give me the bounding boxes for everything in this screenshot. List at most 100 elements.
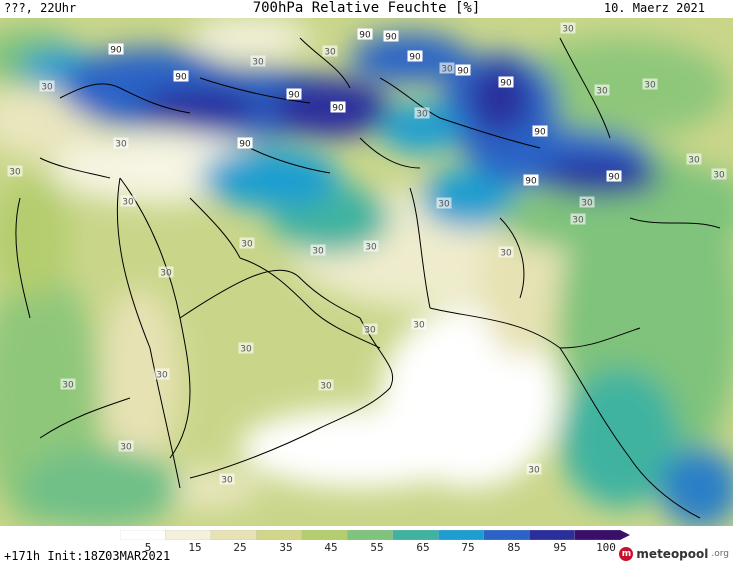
contour-label-background: [532, 125, 548, 137]
contour-label-background: [154, 368, 170, 380]
contour-label: 30: [9, 168, 21, 178]
brand-suffix: .org: [711, 549, 729, 559]
contour-label: 30: [441, 65, 453, 75]
contour-label-background: [250, 55, 266, 67]
contour-label-background: [498, 246, 514, 258]
contour-label-background: [219, 473, 235, 485]
contour-label-background: [318, 379, 334, 391]
colorbar-segment: [438, 530, 485, 540]
contour-label: 30: [688, 156, 700, 166]
contour-label: 30: [120, 443, 132, 453]
contour-label-background: [238, 342, 254, 354]
contour-label-background: [357, 28, 373, 40]
contour-label-background: [362, 323, 378, 335]
colorbar-tick-label: 25: [233, 541, 247, 554]
contour-label: 90: [288, 91, 300, 101]
contour-label-background: [120, 195, 136, 207]
contour-label: 90: [525, 177, 537, 187]
colorbar-segment: [210, 530, 258, 540]
contour-label: 30: [581, 199, 593, 209]
contour-label-background: [523, 174, 539, 186]
contour-label: 30: [416, 110, 428, 120]
contour-label-background: [498, 76, 514, 88]
contour-label-background: [411, 318, 427, 330]
contour-label-background: [383, 30, 399, 42]
colorbar-tick-label: 100: [596, 541, 616, 554]
colorbar-tick-label: 85: [507, 541, 521, 554]
contour-label: 30: [500, 249, 512, 259]
colorbar-segment: [120, 530, 167, 540]
contour-label: 90: [500, 79, 512, 89]
contour-label-background: [436, 197, 452, 209]
contour-label: 30: [596, 87, 608, 97]
contour-label-background: [363, 240, 379, 252]
contour-label: 90: [409, 53, 421, 63]
contour-label: 90: [608, 173, 620, 183]
contour-labels: 90 90 90 90 90 90 90 90 90 90 90 90 90 30 30 30 30 30 30 30…: [7, 22, 727, 486]
contour-label: 30: [320, 382, 332, 392]
contour-label: 30: [438, 200, 450, 210]
colorbar-segment: [347, 530, 394, 540]
contour-label: 30: [324, 48, 336, 58]
colorbar-tick-label: 65: [416, 541, 430, 554]
contour-label: 90: [239, 140, 251, 150]
contour-label-background: [286, 88, 302, 100]
contour-label-background: [322, 45, 338, 57]
colorbar-segment: [256, 530, 303, 540]
contour-label-background: [113, 137, 129, 149]
contour-label: 30: [41, 83, 53, 93]
contour-label-background: [310, 244, 326, 256]
brand-name: meteopool: [636, 547, 709, 561]
colorbar-tick-label: 55: [370, 541, 384, 554]
colorbar-tick-label: 35: [279, 541, 293, 554]
contour-label-background: [686, 153, 702, 165]
contour-label-background: [560, 22, 576, 34]
contour-label: 30: [122, 198, 134, 208]
init-time: +171h Init:18Z03MAR2021: [4, 549, 171, 563]
contour-label-background: [606, 170, 622, 182]
header-bar: ???, 22Uhr 700hPa Relative Feuchte [%] 1…: [0, 0, 733, 18]
contour-label: 30: [413, 321, 425, 331]
contour-label: 30: [160, 269, 172, 279]
contour-label: 90: [359, 31, 371, 41]
colorbar-segment: [528, 530, 576, 540]
humidity-map: 90 90 90 90 90 90 90 90 90 90 90 90 90 30 30 30 30 30 30 30…: [0, 18, 733, 526]
contour-label: 30: [562, 25, 574, 35]
contour-label-background: [173, 70, 189, 82]
colorbar-tick-label: 75: [461, 541, 475, 554]
contour-label: 30: [62, 381, 74, 391]
brand: m meteopool .org: [619, 547, 729, 561]
colorbar-segment: [301, 530, 348, 540]
contour-label: 30: [252, 58, 264, 68]
contour-label-background: [60, 378, 76, 390]
contour-label: 30: [365, 243, 377, 253]
border-lines: [15, 37, 721, 519]
contour-label-background: [239, 237, 255, 249]
contour-label-background: [579, 196, 595, 208]
contour-label: 30: [241, 240, 253, 250]
forecast-time: ???, 22Uhr: [4, 1, 77, 15]
contour-label-background: [526, 463, 542, 475]
contour-label: 30: [572, 216, 584, 226]
contour-label-background: [330, 101, 346, 113]
contour-label-background: [237, 137, 253, 149]
contour-label: 30: [156, 371, 168, 381]
contour-label-background: [108, 43, 124, 55]
contour-label: 30: [713, 171, 725, 181]
contour-label: 90: [110, 46, 122, 56]
contour-label: 90: [534, 128, 546, 138]
contour-label: 30: [644, 81, 656, 91]
colorbar: [120, 530, 630, 540]
contour-label: 30: [528, 466, 540, 476]
forecast-date: 10. Maerz 2021: [603, 1, 705, 15]
colorbar-tick-label: 15: [188, 541, 202, 554]
contour-label-background: [39, 80, 55, 92]
contour-label-background: [642, 78, 658, 90]
contour-label-background: [407, 50, 423, 62]
contour-label-background: [594, 84, 610, 96]
contour-label: 90: [457, 67, 469, 77]
contour-label: 90: [175, 73, 187, 83]
meteopool-logo-icon: m: [619, 547, 634, 561]
contour-label-background: [455, 64, 471, 76]
contour-label-background: [439, 62, 455, 74]
